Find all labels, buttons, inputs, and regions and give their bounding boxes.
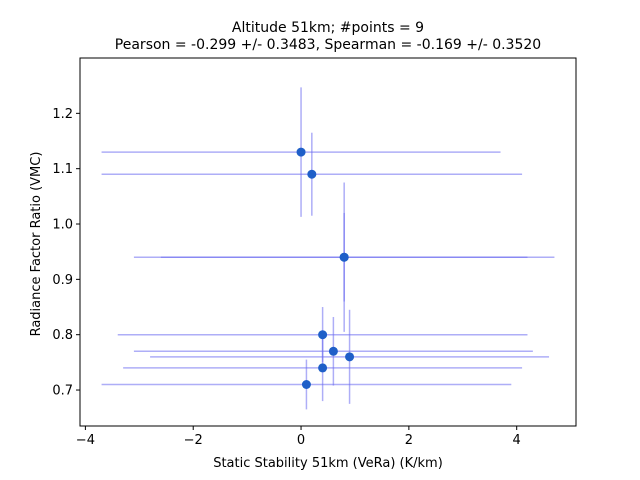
data-point-0 [296,147,306,157]
x-tick-label-1: −2 [184,433,203,448]
marker-layer [296,147,355,389]
data-point-4 [318,330,328,340]
y-tick-label-3: 1.0 [52,218,73,233]
y-axis-ticks: 0.7 0.8 0.9 1.0 1.1 1.2 [52,107,80,399]
x-tick-label-4: 4 [513,433,521,448]
data-point-7 [318,363,328,373]
y-tick-label-5: 1.2 [52,107,73,122]
data-point-5 [328,346,338,356]
y-tick-label-0: 0.7 [52,384,73,399]
data-point-3 [339,252,349,262]
x-tick-label-0: −4 [76,433,95,448]
chart-title: Altitude 51km; #points = 9 Pearson = -0.… [115,20,541,53]
y-tick-label-1: 0.8 [52,328,73,343]
x-tick-label-3: 2 [405,433,413,448]
data-point-6 [345,352,355,362]
chart-title-line1: Altitude 51km; #points = 9 [232,20,424,36]
data-point-8 [301,379,311,389]
x-axis-ticks: −4 −2 0 2 4 [76,426,521,448]
errorbar-layer [101,87,555,410]
y-tick-label-4: 1.1 [52,162,73,177]
x-axis-label: Static Stability 51km (VeRa) (K/km) [213,456,443,471]
y-axis-label: Radiance Factor Ratio (VMC) [29,152,44,337]
data-point-1 [307,169,317,179]
y-tick-label-2: 0.9 [52,273,73,288]
x-tick-label-2: 0 [297,433,305,448]
chart-title-line2: Pearson = -0.299 +/- 0.3483, Spearman = … [115,37,541,53]
plot-area-frame [79,57,577,427]
